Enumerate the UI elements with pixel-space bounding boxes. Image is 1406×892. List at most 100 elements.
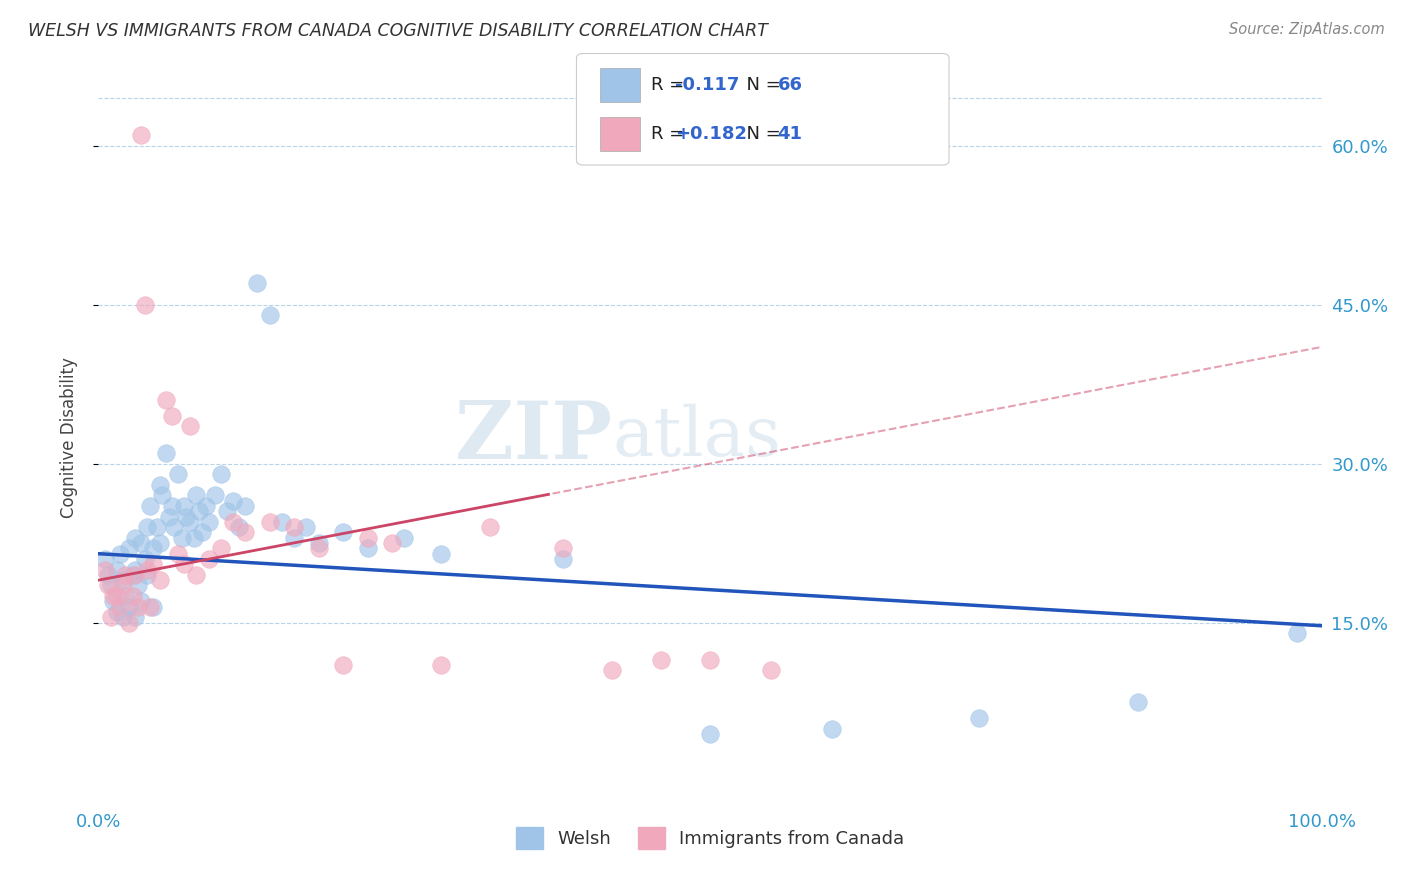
Point bbox=[146, 520, 169, 534]
Point bbox=[136, 520, 159, 534]
Point bbox=[129, 536, 152, 550]
Point bbox=[170, 531, 193, 545]
Text: +0.182: +0.182 bbox=[675, 125, 747, 143]
Point bbox=[155, 446, 177, 460]
Point bbox=[173, 499, 195, 513]
Point bbox=[553, 541, 575, 556]
Point bbox=[195, 499, 218, 513]
Point bbox=[209, 467, 232, 482]
Point bbox=[1128, 695, 1150, 709]
Point bbox=[197, 515, 219, 529]
Point bbox=[186, 567, 208, 582]
Point bbox=[118, 541, 141, 556]
Point bbox=[204, 488, 226, 502]
Point bbox=[246, 277, 269, 291]
Point bbox=[118, 599, 141, 614]
Point bbox=[139, 499, 162, 513]
Point bbox=[93, 552, 115, 566]
Point bbox=[136, 563, 159, 577]
Text: Source: ZipAtlas.com: Source: ZipAtlas.com bbox=[1229, 22, 1385, 37]
Point bbox=[97, 578, 120, 592]
Point bbox=[142, 541, 165, 556]
Point bbox=[430, 547, 453, 561]
Point bbox=[105, 589, 128, 603]
Point bbox=[124, 567, 146, 582]
Legend: Welsh, Immigrants from Canada: Welsh, Immigrants from Canada bbox=[509, 820, 911, 856]
Y-axis label: Cognitive Disability: Cognitive Disability bbox=[59, 357, 77, 517]
Point bbox=[600, 663, 623, 677]
Point bbox=[124, 531, 146, 545]
Point bbox=[381, 536, 404, 550]
Point bbox=[283, 531, 305, 545]
Text: WELSH VS IMMIGRANTS FROM CANADA COGNITIVE DISABILITY CORRELATION CHART: WELSH VS IMMIGRANTS FROM CANADA COGNITIV… bbox=[28, 22, 768, 40]
Point bbox=[176, 509, 198, 524]
Point bbox=[283, 520, 305, 534]
Point bbox=[186, 488, 208, 502]
Point bbox=[110, 599, 132, 614]
Point bbox=[191, 525, 214, 540]
Point bbox=[149, 573, 172, 587]
Point bbox=[97, 567, 120, 582]
Point bbox=[553, 552, 575, 566]
Point bbox=[967, 711, 990, 725]
Point bbox=[150, 488, 173, 502]
Point bbox=[259, 515, 281, 529]
Point bbox=[142, 558, 165, 572]
Point bbox=[332, 525, 354, 540]
Text: R =: R = bbox=[651, 125, 690, 143]
Point bbox=[183, 531, 205, 545]
Point bbox=[356, 541, 378, 556]
Point bbox=[127, 599, 149, 614]
Point bbox=[105, 563, 128, 577]
Point bbox=[139, 599, 162, 614]
Point bbox=[699, 653, 721, 667]
Point bbox=[167, 467, 190, 482]
Point bbox=[111, 573, 134, 587]
Text: -0.117: -0.117 bbox=[675, 76, 740, 94]
Point bbox=[160, 409, 183, 423]
Point bbox=[821, 722, 844, 736]
Text: N =: N = bbox=[735, 125, 787, 143]
Point bbox=[259, 308, 281, 322]
Point bbox=[157, 509, 180, 524]
Text: 41: 41 bbox=[778, 125, 803, 143]
Point bbox=[173, 558, 195, 572]
Point bbox=[101, 594, 124, 608]
Text: R =: R = bbox=[651, 76, 690, 94]
Point bbox=[100, 578, 122, 592]
Point bbox=[308, 541, 330, 556]
Point bbox=[111, 578, 134, 592]
Point bbox=[209, 541, 232, 556]
Point bbox=[761, 663, 783, 677]
Point bbox=[332, 658, 354, 673]
Point bbox=[129, 128, 152, 142]
Point bbox=[134, 552, 156, 566]
Point bbox=[134, 297, 156, 311]
Point bbox=[121, 567, 143, 582]
Text: ZIP: ZIP bbox=[456, 398, 612, 476]
Text: 66: 66 bbox=[778, 76, 803, 94]
Point bbox=[233, 525, 256, 540]
Text: N =: N = bbox=[735, 76, 787, 94]
Point bbox=[101, 589, 124, 603]
Point bbox=[160, 499, 183, 513]
Point bbox=[155, 392, 177, 407]
Point bbox=[167, 547, 190, 561]
Text: atlas: atlas bbox=[612, 404, 782, 470]
Point bbox=[149, 477, 172, 491]
Point bbox=[93, 563, 115, 577]
Point bbox=[129, 594, 152, 608]
Point bbox=[295, 520, 318, 534]
Point bbox=[121, 589, 143, 603]
Point bbox=[699, 727, 721, 741]
Point bbox=[270, 515, 294, 529]
Point bbox=[142, 599, 165, 614]
Point bbox=[197, 552, 219, 566]
Point bbox=[222, 515, 245, 529]
Point bbox=[233, 499, 256, 513]
Point bbox=[222, 493, 245, 508]
Point bbox=[478, 520, 501, 534]
Point bbox=[136, 567, 159, 582]
Point bbox=[187, 504, 209, 518]
Point bbox=[124, 610, 146, 624]
